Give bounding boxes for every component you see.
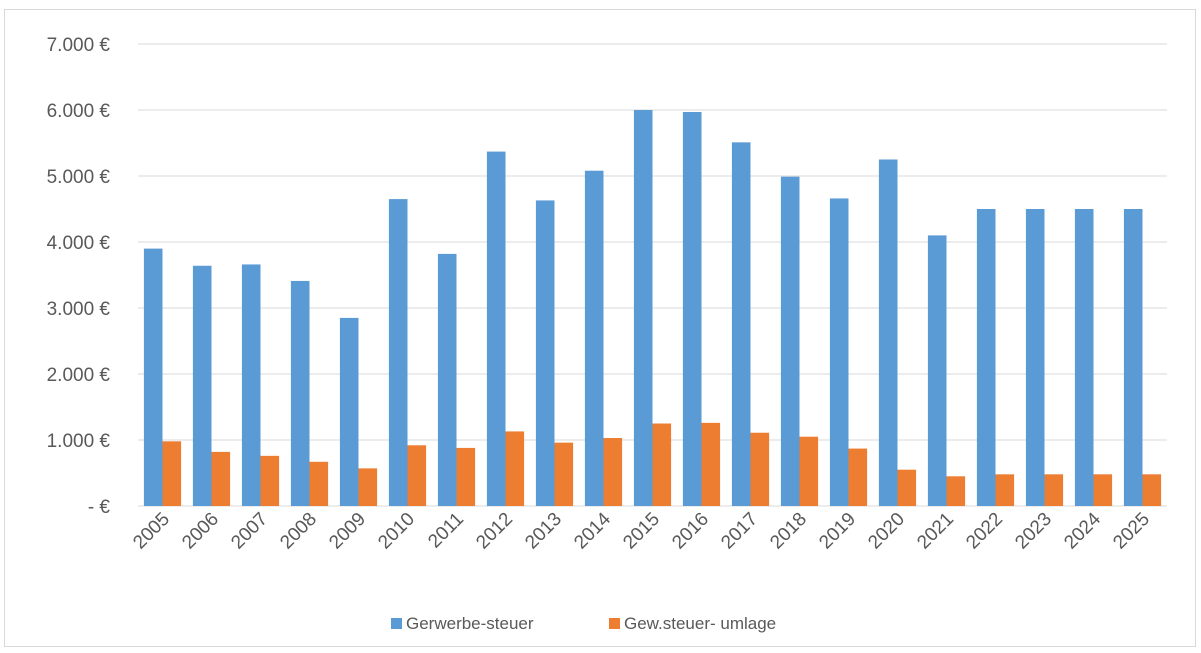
- x-tick-label: 2015: [619, 509, 664, 554]
- bar-umlage: [407, 445, 427, 506]
- x-tick-label: 2021: [913, 509, 958, 554]
- bar-gewerbesteuer: [437, 253, 457, 506]
- bar-gewerbesteuer: [633, 110, 653, 506]
- bar-umlage: [456, 447, 476, 506]
- bar-gewerbesteuer: [486, 151, 506, 506]
- bar-umlage: [309, 461, 329, 506]
- bar-umlage: [358, 468, 378, 506]
- bar-umlage: [603, 438, 623, 506]
- x-tick-label: 2022: [962, 509, 1007, 554]
- x-tick-label: 2025: [1109, 509, 1154, 554]
- bar-gewerbesteuer: [1025, 209, 1045, 506]
- bar-gewerbesteuer: [682, 111, 702, 506]
- x-tick-label: 2014: [570, 508, 615, 553]
- x-tick-label: 2009: [325, 509, 370, 554]
- x-tick-label: 2023: [1011, 509, 1056, 554]
- bar-gewerbesteuer: [780, 176, 800, 506]
- x-tick-label: 2018: [766, 509, 811, 554]
- y-tick-label: 4.000 €: [47, 233, 111, 254]
- bar-umlage: [162, 441, 182, 506]
- bar-umlage: [848, 448, 868, 506]
- bar-umlage: [260, 455, 280, 506]
- bar-umlage: [1093, 474, 1113, 506]
- bar-umlage: [995, 474, 1015, 506]
- bar-gewerbesteuer: [290, 280, 310, 506]
- y-tick-label: - €: [88, 497, 111, 518]
- bar-umlage: [750, 432, 770, 506]
- x-tick-label: 2020: [864, 509, 909, 554]
- bar-umlage: [211, 451, 231, 506]
- bar-gewerbesteuer: [535, 200, 555, 507]
- chart-frame: - € 1.000 € 2.000 € 3.000 € 4.000 € 5.000 € 6.…: [4, 9, 1196, 647]
- bar-gewerbesteuer: [1123, 209, 1143, 506]
- x-tick-label: 2011: [424, 509, 468, 553]
- bar-umlage: [1142, 474, 1162, 506]
- legend-swatch-gewerbesteuer: [391, 618, 402, 629]
- y-tick-label: 5.000 €: [47, 167, 111, 188]
- y-tick-label: 1.000 €: [47, 431, 111, 452]
- bar-gewerbesteuer: [878, 159, 898, 506]
- bar-umlage: [1044, 474, 1064, 506]
- y-tick-label: 2.000 €: [47, 365, 111, 386]
- bar-gewerbesteuer: [192, 265, 212, 506]
- x-tick-label: 2024: [1060, 508, 1105, 553]
- bar-chart: - € 1.000 € 2.000 € 3.000 € 4.000 € 5.000 € 6.…: [47, 35, 1167, 633]
- bar-umlage: [505, 431, 525, 506]
- x-tick-label: 2013: [521, 509, 566, 554]
- x-tick-label: 2016: [668, 509, 713, 554]
- bar-gewerbesteuer: [241, 264, 261, 506]
- bar-umlage: [652, 423, 672, 506]
- x-tick-label: 2006: [178, 509, 223, 554]
- x-tick-label: 2007: [227, 509, 272, 554]
- bar-gewerbesteuer: [829, 198, 849, 506]
- bar-umlage: [701, 422, 721, 506]
- y-tick-label: 3.000 €: [47, 299, 111, 320]
- x-tick-label: 2012: [472, 509, 517, 554]
- legend: Gerwerbe-steuer Gew.steuer- umlage: [391, 614, 776, 633]
- bar-gewerbesteuer: [143, 248, 163, 506]
- y-tick-label: 7.000 €: [47, 35, 111, 56]
- bar-umlage: [946, 476, 966, 506]
- bar-umlage: [897, 469, 917, 506]
- x-tick-label: 2008: [276, 509, 321, 554]
- x-tick-label: 2017: [717, 509, 762, 554]
- x-tick-label: 2005: [129, 509, 174, 554]
- bar-gewerbesteuer: [731, 142, 751, 506]
- bar-gewerbesteuer: [388, 199, 408, 506]
- bars: [143, 110, 1162, 507]
- bar-umlage: [554, 442, 574, 506]
- x-tick-label: 2010: [374, 509, 419, 554]
- legend-swatch-umlage: [609, 618, 620, 629]
- bar-gewerbesteuer: [584, 170, 604, 506]
- legend-label-gewerbesteuer: Gerwerbe-steuer: [406, 614, 534, 633]
- bar-gewerbesteuer: [1074, 209, 1094, 506]
- legend-label-umlage: Gew.steuer- umlage: [624, 614, 776, 633]
- x-axis-ticks: 2005 2006 2007 2008 2009 2010 2011 2012 2013 2014…: [129, 508, 1154, 553]
- bar-gewerbesteuer: [339, 317, 359, 506]
- bar-gewerbesteuer: [927, 235, 947, 506]
- y-tick-label: 6.000 €: [47, 101, 111, 122]
- x-tick-label: 2019: [815, 509, 860, 554]
- y-axis-ticks: - € 1.000 € 2.000 € 3.000 € 4.000 € 5.000 € 6.…: [47, 35, 111, 518]
- bar-umlage: [799, 436, 819, 506]
- bar-gewerbesteuer: [976, 209, 996, 506]
